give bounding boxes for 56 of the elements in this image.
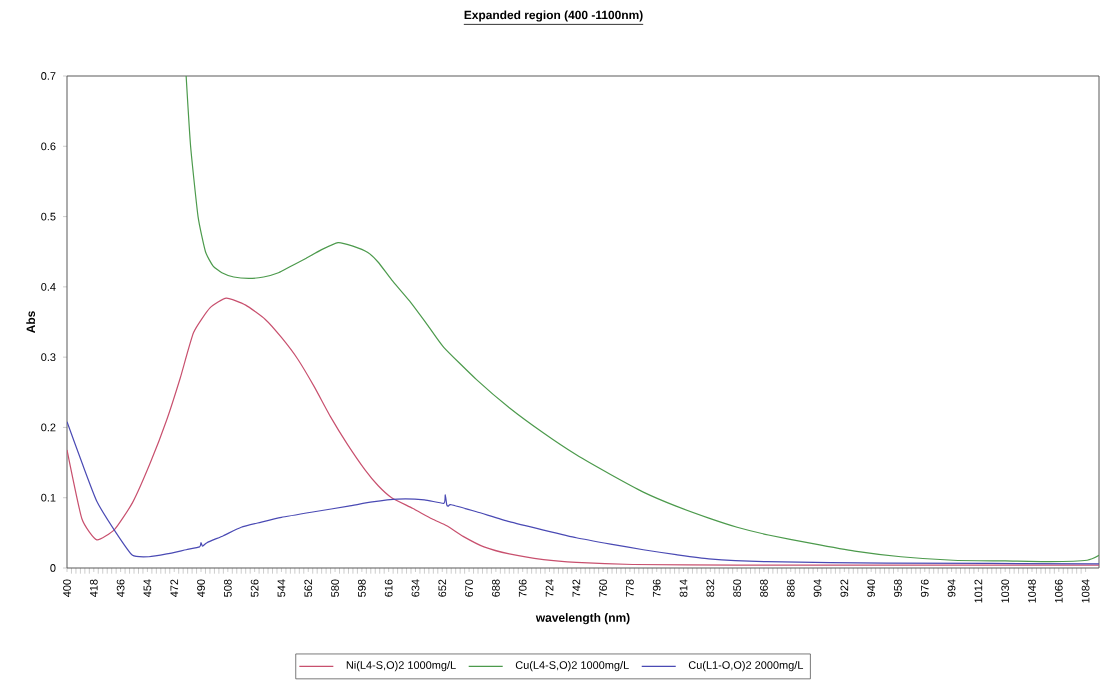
line-series bbox=[185, 76, 1100, 563]
x-tick-label: 688 bbox=[492, 579, 500, 597]
x-tick-label: 418 bbox=[89, 579, 98, 598]
x-tick-label: 994 bbox=[947, 579, 956, 597]
x-tick-label: 868 bbox=[760, 579, 768, 597]
x-tick-label: 742 bbox=[572, 579, 581, 597]
legend-label: Cu(L1-O,O)2 2000mg/L bbox=[688, 660, 804, 672]
x-tick-label: 832 bbox=[706, 579, 715, 597]
y-tick-label: 0.6 bbox=[41, 142, 56, 151]
line-series bbox=[67, 421, 1100, 565]
x-tick-label: 454 bbox=[143, 579, 152, 598]
y-tick-label: 0.5 bbox=[41, 212, 56, 221]
x-tick-label: 526 bbox=[250, 579, 259, 597]
x-tick-label: 904 bbox=[813, 579, 822, 597]
x-tick-label: 652 bbox=[438, 579, 447, 597]
x-tick-label: 634 bbox=[411, 579, 420, 597]
x-tick-label: 1048 bbox=[1028, 579, 1036, 603]
x-tick-label: 580 bbox=[331, 579, 339, 597]
x-tick-label: 850 bbox=[733, 579, 741, 597]
x-tick-label: 562 bbox=[304, 579, 313, 597]
y-tick-label: 0.3 bbox=[41, 353, 56, 362]
x-tick-label: 508 bbox=[223, 579, 232, 597]
x-tick-label: 958 bbox=[894, 579, 902, 597]
x-tick-label: 1012 bbox=[974, 579, 983, 603]
x-tick-label: 778 bbox=[626, 579, 634, 597]
x-tick-label: 814 bbox=[679, 579, 688, 597]
x-tick-label: 976 bbox=[920, 579, 929, 597]
x-tick-label: 400 bbox=[63, 579, 71, 598]
y-axis-title: Abs bbox=[26, 311, 36, 333]
x-tick-label: 1030 bbox=[1001, 579, 1010, 603]
x-tick-label: 1066 bbox=[1054, 579, 1063, 603]
legend-label: Cu(L4-S,O)2 1000mg/L bbox=[515, 660, 629, 672]
x-tick-label: 490 bbox=[197, 579, 205, 598]
x-tick-label: 796 bbox=[652, 579, 661, 597]
y-tick-label: 0.2 bbox=[41, 423, 56, 432]
x-tick-label: 670 bbox=[465, 579, 473, 597]
x-tick-label: 598 bbox=[357, 579, 366, 597]
x-axis-title: wavelength (nm) bbox=[535, 613, 630, 625]
legend-label: Ni(L4-S,O)2 1000mg/L bbox=[346, 660, 456, 672]
line-series bbox=[67, 297, 1100, 566]
x-tick-label: 922 bbox=[840, 579, 849, 597]
x-tick-label: 1084 bbox=[1081, 579, 1090, 603]
y-tick-label: 0 bbox=[50, 564, 56, 572]
x-tick-label: 886 bbox=[786, 579, 795, 597]
x-tick-label: 436 bbox=[116, 579, 125, 598]
chart-title: Expanded region (400 -1100nm) bbox=[464, 10, 643, 22]
y-tick-label: 0.4 bbox=[41, 282, 56, 291]
x-tick-label: 616 bbox=[384, 579, 393, 597]
y-tick-label: 0.7 bbox=[41, 72, 56, 80]
y-tick-label: 0.1 bbox=[41, 493, 56, 502]
x-tick-label: 472 bbox=[170, 579, 179, 598]
x-tick-label: 724 bbox=[545, 579, 554, 597]
x-tick-label: 760 bbox=[599, 579, 607, 597]
x-tick-label: 940 bbox=[867, 579, 876, 597]
x-tick-label: 706 bbox=[518, 579, 527, 597]
x-tick-label: 544 bbox=[277, 579, 286, 597]
